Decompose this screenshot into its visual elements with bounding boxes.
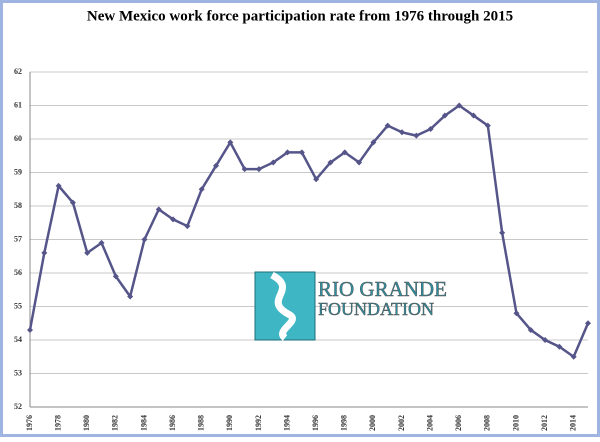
point bbox=[84, 249, 91, 256]
x-tick-label: 1990 bbox=[225, 415, 234, 431]
x-tick-label: 1982 bbox=[111, 415, 120, 431]
logo-line1: RIO GRANDE bbox=[318, 277, 447, 301]
logo: RIO GRANDE FOUNDATION bbox=[254, 271, 447, 341]
x-tick-label: 1996 bbox=[311, 415, 320, 431]
x-tick-label: 2004 bbox=[425, 415, 434, 431]
y-tick-label: 53 bbox=[14, 368, 22, 377]
y-tick-label: 59 bbox=[14, 167, 22, 176]
point bbox=[456, 102, 463, 109]
point bbox=[513, 310, 520, 317]
x-tick-label: 1992 bbox=[254, 415, 263, 431]
point bbox=[69, 199, 76, 206]
y-tick-label: 62 bbox=[14, 67, 22, 76]
x-tick-label: 2012 bbox=[540, 415, 549, 431]
point bbox=[427, 125, 434, 132]
point bbox=[298, 149, 305, 156]
point bbox=[198, 186, 205, 193]
point bbox=[356, 159, 363, 166]
series-line bbox=[28, 103, 590, 359]
point bbox=[155, 206, 162, 213]
x-tick-label: 1980 bbox=[82, 415, 91, 431]
y-tick-label: 57 bbox=[14, 234, 22, 243]
y-tick-label: 56 bbox=[14, 268, 22, 277]
x-tick-label: 1986 bbox=[168, 415, 177, 431]
y-tick-label: 58 bbox=[14, 201, 22, 210]
x-tick-label: 1984 bbox=[139, 415, 148, 431]
point bbox=[213, 162, 219, 169]
point bbox=[184, 223, 191, 230]
point bbox=[527, 326, 534, 333]
point bbox=[399, 129, 405, 136]
point bbox=[327, 159, 334, 166]
x-tick-label: 1988 bbox=[197, 415, 206, 431]
point bbox=[484, 122, 491, 129]
point bbox=[413, 132, 420, 139]
point bbox=[585, 320, 591, 327]
x-tick-label: 2006 bbox=[454, 415, 463, 431]
point bbox=[284, 149, 291, 156]
x-tick-label: 1978 bbox=[53, 415, 62, 431]
point bbox=[341, 149, 348, 156]
x-tick-label: 2010 bbox=[511, 415, 520, 431]
point bbox=[570, 353, 577, 360]
chart-title: New Mexico work force participation rate… bbox=[87, 8, 513, 24]
point bbox=[241, 166, 248, 173]
point bbox=[98, 239, 105, 246]
point bbox=[227, 139, 234, 146]
point bbox=[499, 229, 506, 236]
point bbox=[170, 216, 177, 223]
point bbox=[384, 122, 391, 129]
y-tick-label: 61 bbox=[14, 100, 22, 109]
point bbox=[112, 273, 119, 280]
point bbox=[470, 112, 477, 119]
point bbox=[556, 343, 563, 350]
x-tick-label: 1994 bbox=[282, 415, 291, 431]
x-tick-label: 1998 bbox=[340, 415, 349, 431]
point bbox=[55, 182, 62, 189]
point bbox=[441, 112, 448, 119]
point bbox=[542, 337, 549, 343]
point bbox=[255, 166, 262, 173]
y-tick-label: 52 bbox=[14, 402, 22, 411]
point bbox=[41, 249, 48, 256]
point bbox=[313, 176, 320, 183]
y-tick-label: 55 bbox=[14, 301, 22, 310]
point bbox=[27, 326, 33, 333]
logo-river bbox=[270, 271, 296, 341]
y-tick-label: 60 bbox=[14, 134, 22, 143]
logo-line2: FOUNDATION bbox=[318, 299, 434, 319]
point bbox=[141, 236, 148, 243]
y-tick-label: 54 bbox=[14, 335, 22, 344]
point bbox=[370, 139, 377, 146]
x-tick-label: 1976 bbox=[25, 415, 34, 431]
point bbox=[270, 159, 277, 166]
x-tick-label: 2000 bbox=[368, 415, 377, 431]
x-tick-label: 2008 bbox=[483, 415, 492, 431]
x-tick-label: 2014 bbox=[569, 415, 578, 431]
x-tick-label: 2002 bbox=[397, 415, 406, 431]
point bbox=[127, 293, 134, 300]
